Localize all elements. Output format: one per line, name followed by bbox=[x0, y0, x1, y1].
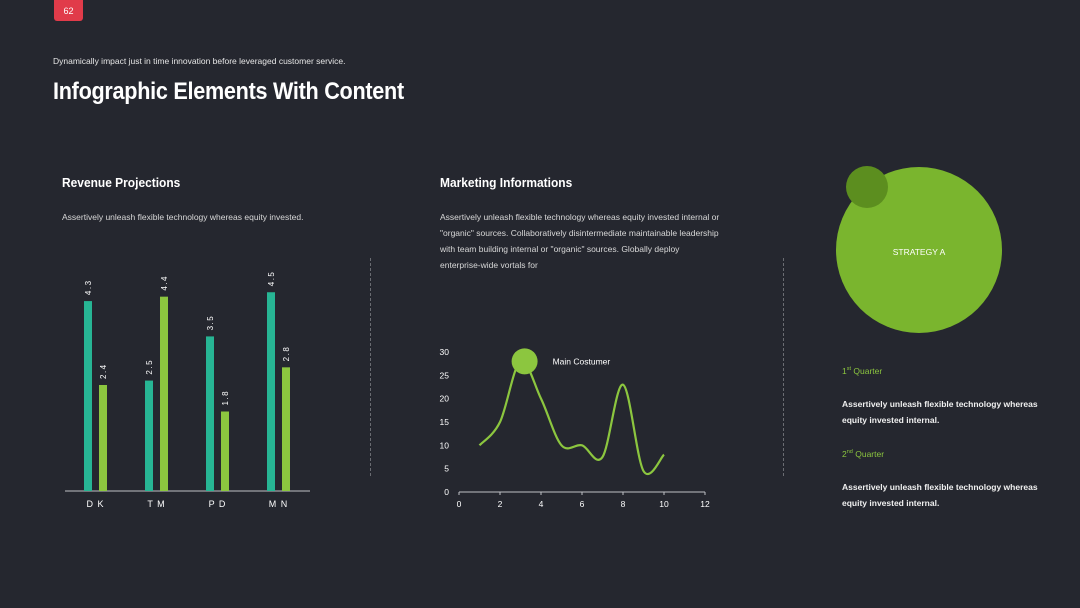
bar bbox=[99, 385, 107, 491]
annotation-label: Main Costumer bbox=[553, 356, 611, 366]
x-tick-label: 10 bbox=[659, 499, 669, 509]
y-tick-label: 5 bbox=[444, 464, 449, 474]
bar bbox=[160, 296, 168, 491]
bar-value-label: 4.4 bbox=[160, 275, 169, 291]
marketing-text-line: "organic" sources. Collaboratively disin… bbox=[440, 228, 719, 238]
bar bbox=[206, 336, 214, 491]
page-title: Infographic Elements With Content bbox=[53, 78, 404, 105]
bar-value-label: 4.3 bbox=[84, 279, 93, 295]
y-tick-label: 20 bbox=[440, 394, 450, 404]
x-tick-label: 8 bbox=[621, 499, 626, 509]
marketing-title: Marketing Informations bbox=[440, 175, 573, 190]
y-tick-label: 30 bbox=[440, 347, 450, 357]
bar bbox=[221, 411, 229, 491]
bar-value-label: 3.5 bbox=[206, 315, 215, 331]
bar bbox=[145, 380, 153, 491]
quarter-1-num: 1 bbox=[842, 366, 847, 376]
marketing-text: Assertively unleash flexible technology … bbox=[440, 209, 740, 273]
bar-value-label: 2.5 bbox=[145, 359, 154, 375]
y-tick-label: 0 bbox=[444, 487, 449, 497]
x-tick-label: M N bbox=[269, 499, 289, 509]
tagline: Dynamically impact just in time innovati… bbox=[53, 56, 346, 66]
quarter-2-text-line: Assertively unleash flexible technology … bbox=[842, 482, 1038, 492]
revenue-text: Assertively unleash flexible technology … bbox=[62, 212, 304, 222]
x-tick-label: 6 bbox=[580, 499, 585, 509]
strategy-circle bbox=[836, 167, 1002, 333]
quarter-1-text-line: Assertively unleash flexible technology … bbox=[842, 399, 1038, 409]
x-tick-label: 4 bbox=[539, 499, 544, 509]
y-tick-label: 25 bbox=[440, 370, 450, 380]
bar-value-label: 4.5 bbox=[267, 271, 276, 287]
x-tick-label: P D bbox=[209, 499, 227, 509]
strategy-label: STRATEGY A bbox=[893, 247, 946, 257]
bar bbox=[84, 301, 92, 491]
bar bbox=[267, 292, 275, 491]
quarter-2-heading: 2nd Quarter bbox=[842, 449, 884, 459]
quarter-1-word: Quarter bbox=[853, 366, 883, 376]
x-tick-label: T M bbox=[147, 499, 165, 509]
y-tick-label: 10 bbox=[440, 440, 450, 450]
divider-right bbox=[783, 258, 784, 476]
x-tick-label: 0 bbox=[457, 499, 462, 509]
quarter-2-text: Assertively unleash flexible technology … bbox=[842, 479, 1038, 511]
highlight-point bbox=[511, 348, 538, 375]
x-tick-label: 12 bbox=[700, 499, 710, 509]
revenue-title: Revenue Projections bbox=[62, 175, 181, 190]
quarter-2-suffix: nd bbox=[846, 449, 853, 456]
quarter-2-num: 2 bbox=[842, 449, 847, 459]
strategy-circle-graphic: STRATEGY A bbox=[836, 166, 1002, 333]
quarter-1-text-line: equity invested internal. bbox=[842, 415, 940, 425]
bar-value-label: 1.8 bbox=[221, 390, 230, 406]
quarter-1-heading: 1st Quarter bbox=[842, 366, 882, 376]
divider-left bbox=[370, 258, 371, 476]
revenue-bar-chart: 4.3 2.4 D K 2.5 4.4 T M 3.5 1.8 P D 4.5 2.8 M N bbox=[65, 271, 310, 509]
quarter-2-text-line: equity invested internal. bbox=[842, 498, 940, 508]
marketing-text-line: enterprise-wide vortals for bbox=[440, 260, 538, 270]
marketing-line-chart: 0 2 4 6 8 10 12 0 5 10 15 20 25 30 Main Costumer bbox=[440, 347, 710, 509]
series-line bbox=[478, 360, 665, 475]
marketing-text-line: with team building internal or "organic"… bbox=[440, 244, 680, 254]
marketing-text-line: Assertively unleash flexible technology … bbox=[440, 212, 720, 222]
bar-value-label: 2.8 bbox=[282, 346, 291, 362]
page-number-badge: 62 bbox=[54, 0, 83, 21]
quarter-1-suffix: st bbox=[846, 366, 852, 373]
y-tick-label: 15 bbox=[440, 417, 450, 427]
bar-value-label: 2.4 bbox=[99, 363, 108, 379]
x-tick-label: 2 bbox=[498, 499, 503, 509]
bar bbox=[282, 367, 290, 491]
quarter-2-word: Quarter bbox=[855, 449, 885, 459]
x-tick-label: D K bbox=[86, 499, 104, 509]
strategy-small-circle bbox=[846, 166, 888, 208]
quarter-1-text: Assertively unleash flexible technology … bbox=[842, 396, 1038, 428]
